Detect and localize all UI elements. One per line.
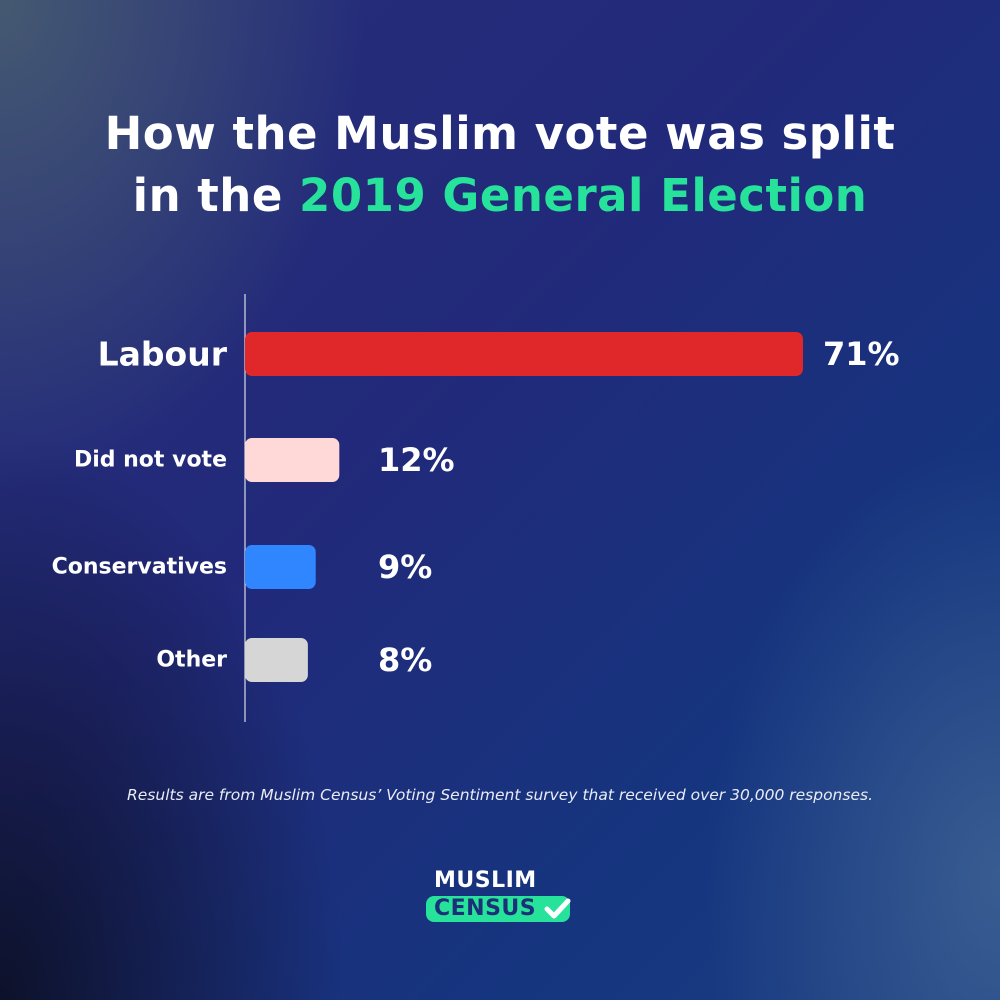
muslim-census-logo: MUSLIM CENSUS xyxy=(422,868,582,928)
bar-2 xyxy=(245,545,316,589)
footnote: Results are from Muslim Census’ Voting S… xyxy=(126,786,873,804)
category-label: Labour xyxy=(98,335,228,374)
bar-0 xyxy=(245,332,803,376)
chart-title-prefix: in the xyxy=(132,169,300,222)
chart-title-line-1: How the Muslim vote was split xyxy=(104,107,896,160)
value-label: 8% xyxy=(378,641,432,679)
category-label: Other xyxy=(156,648,227,673)
category-label: Conservatives xyxy=(52,555,227,580)
bar-1 xyxy=(245,438,340,482)
logo-line-2: CENSUS xyxy=(434,896,537,921)
category-label: Did not vote xyxy=(74,448,227,473)
bar-3 xyxy=(245,638,308,682)
logo-line-1: MUSLIM xyxy=(434,868,537,893)
value-label: 71% xyxy=(823,335,900,373)
value-label: 12% xyxy=(378,441,455,479)
checkmark-icon xyxy=(544,898,571,919)
chart-title-line-2: in the 2019 General Election xyxy=(0,165,1000,227)
chart-title-highlight: 2019 General Election xyxy=(299,169,868,222)
value-label: 9% xyxy=(378,548,432,586)
